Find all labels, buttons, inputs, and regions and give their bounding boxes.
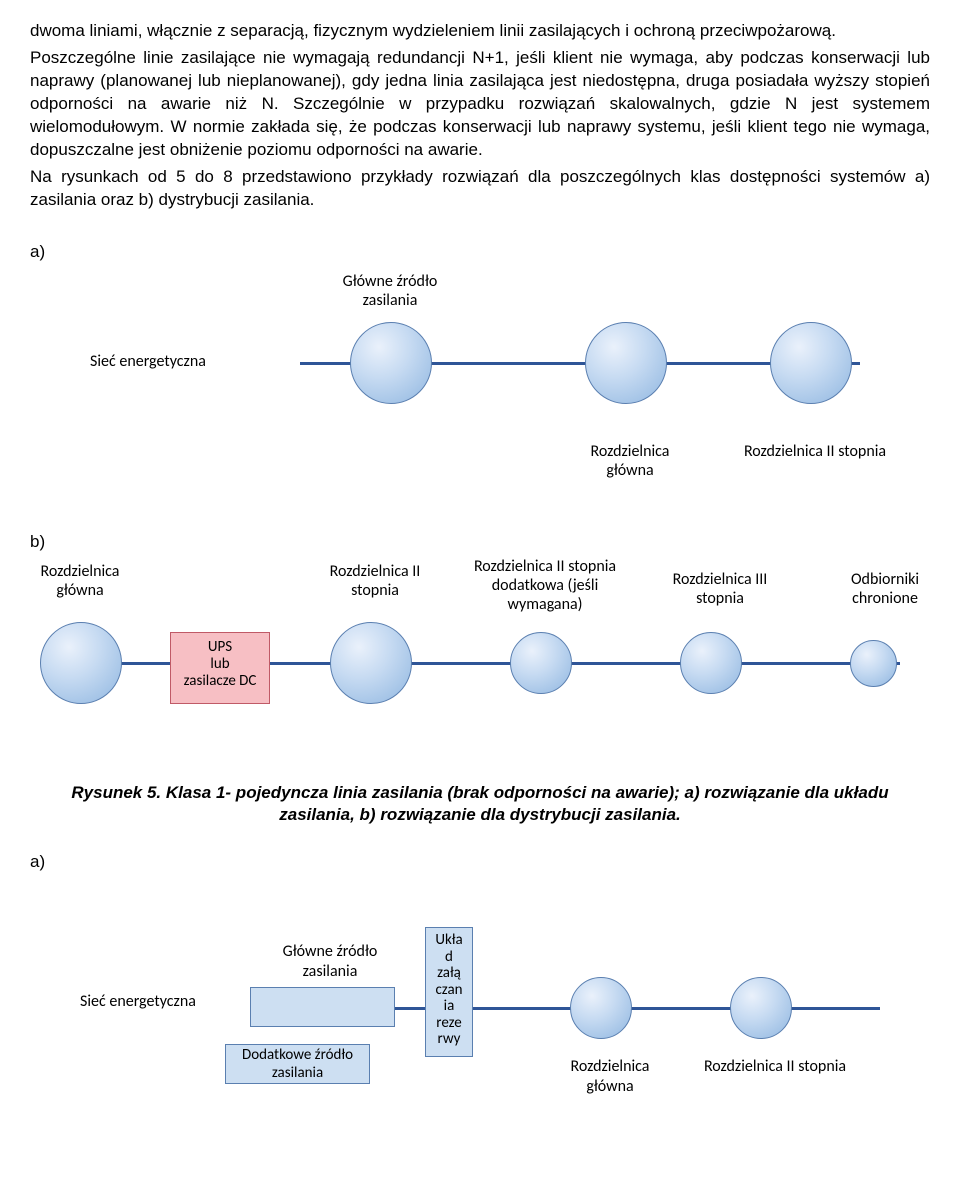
label-a2-main-src: Główne źródło zasilania [260, 942, 400, 980]
circle-source [350, 322, 432, 404]
circle-a2-sw2 [730, 977, 792, 1039]
section-letter-a: a) [30, 242, 930, 262]
circle-b-sw3 [680, 632, 742, 694]
diagram-b: Rozdzielnica główna Rozdzielnica II stop… [30, 562, 930, 762]
label-b-main-sw: Rozdzielnica główna [20, 562, 140, 600]
label-a2-sw2: Rozdzielnica II stopnia [700, 1057, 850, 1076]
figure-caption: Rysunek 5. Klasa 1- pojedyncza linia zas… [50, 782, 910, 828]
box-main-src [250, 987, 395, 1027]
paragraph-3: Na rysunkach od 5 do 8 przedstawiono prz… [30, 166, 930, 212]
label-grid: Sieć energetyczna [90, 352, 250, 371]
paragraph-2: Poszczególne linie zasilające nie wymaga… [30, 47, 930, 162]
diagram-a: Główne źródło zasilania Sieć energetyczn… [30, 272, 930, 502]
circle-b-main-sw [40, 622, 122, 704]
label-main-source: Główne źródło zasilania [320, 272, 460, 310]
label-main-sw: Rozdzielnica główna [570, 442, 690, 480]
circle-b-recv [850, 640, 897, 687]
label-b-sw3: Rozdzielnica III stopnia [650, 570, 790, 608]
switch-box: Układzałączaniarezerwy [425, 927, 473, 1057]
label-b-sw2: Rozdzielnica II stopnia [315, 562, 435, 600]
circle-b-sw2 [330, 622, 412, 704]
circle-b-sw2extra [510, 632, 572, 694]
label-b-recv: Odbiorniki chronione [830, 570, 940, 608]
box-extra-src: Dodatkowe źródło zasilania [225, 1044, 370, 1084]
label-b-sw2extra: Rozdzielnica II stopnia dodatkowa (jeśli… [465, 557, 625, 615]
label-a2-grid: Sieć energetyczna [80, 992, 240, 1011]
circle-sw2 [770, 322, 852, 404]
circle-main-sw [585, 322, 667, 404]
label-a2-main-sw: Rozdzielnica główna [550, 1057, 670, 1095]
section-letter-a2: a) [30, 852, 930, 872]
ups-box: UPSlubzasilacze DC [170, 632, 270, 704]
section-letter-b: b) [30, 532, 930, 552]
extra-src-label: Dodatkowe źródło zasilania [242, 1046, 353, 1081]
diagram-a2: Sieć energetyczna Główne źródło zasilani… [30, 902, 930, 1102]
paragraph-1: dwoma liniami, włącznie z separacją, fiz… [30, 20, 930, 43]
circle-a2-main-sw [570, 977, 632, 1039]
label-sw2: Rozdzielnica II stopnia [740, 442, 890, 461]
switch-label: Układzałączaniarezerwy [435, 931, 462, 1048]
ups-label: UPSlubzasilacze DC [184, 638, 257, 691]
